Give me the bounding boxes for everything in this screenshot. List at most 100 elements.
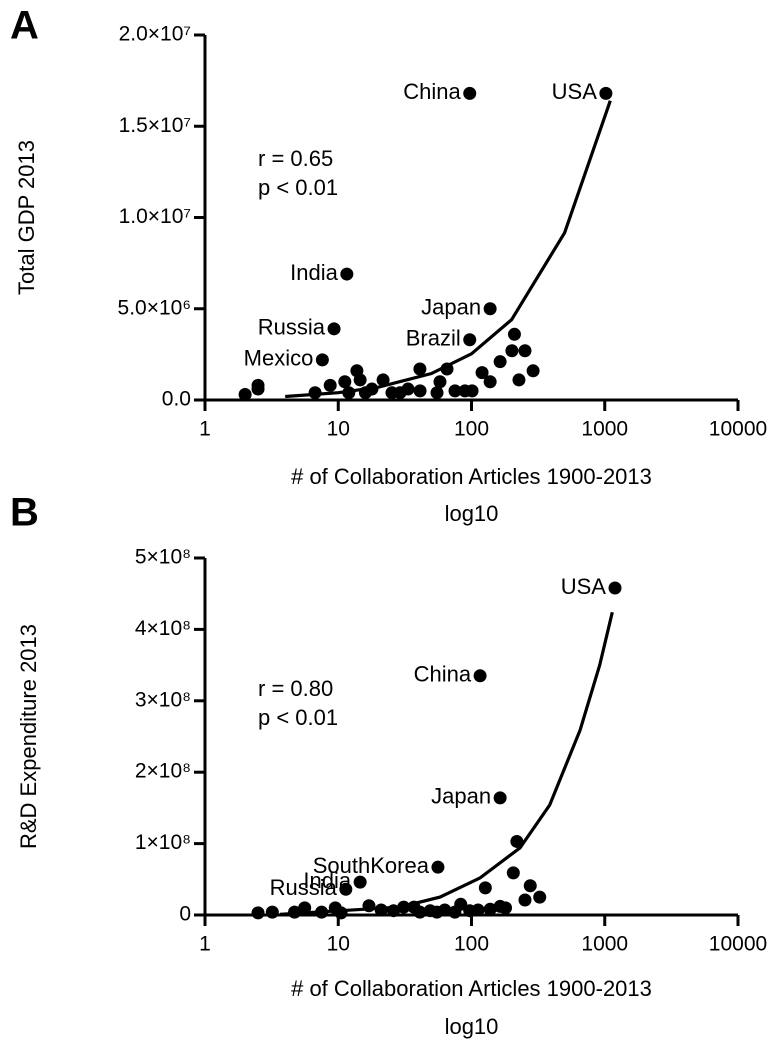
data-point [238,388,252,402]
data-point [339,882,353,896]
data-point [483,375,497,389]
data-point [507,327,521,341]
panel-label: A [10,4,39,48]
data-point [327,322,341,336]
data-point [353,875,367,889]
panel-label: B [10,491,39,535]
data-point [334,906,348,920]
data-point [433,375,447,389]
data-point [413,905,427,919]
data-point [358,386,372,400]
data-point [362,899,376,913]
point-label: Japan [421,295,481,320]
y-tick-label: 1.5×10⁷ [119,114,191,137]
x-tick-label: 1000 [581,933,628,956]
data-point [315,353,329,367]
data-point [499,901,513,915]
data-point [526,364,540,378]
x-axis-note: log10 [445,1014,499,1039]
data-point [518,344,532,358]
stat-annotation: r = 0.65 [258,146,333,171]
data-point [353,373,367,387]
stat-annotation: p < 0.01 [258,705,338,730]
point-label: Mexico [244,346,314,371]
data-point [315,905,329,919]
y-tick-label: 1.0×10⁷ [119,205,191,228]
x-tick-label: 1 [199,418,211,441]
data-point [251,906,265,920]
data-point [493,355,507,369]
x-tick-label: 10 [327,933,350,956]
data-point [448,384,462,398]
data-point [506,866,520,880]
y-tick-label: 5×10⁸ [135,546,191,569]
y-tick-label: 0.0 [162,388,191,411]
data-point [401,382,415,396]
data-point [465,384,479,398]
fit-curve [285,100,612,399]
data-point [308,386,322,400]
y-tick-label: 4×10⁸ [135,617,191,640]
data-point [478,881,492,895]
data-point [505,344,519,358]
x-tick-label: 10 [327,418,350,441]
data-point [430,386,444,400]
point-label: Brazil [406,326,461,351]
point-label: Russia [270,875,338,900]
data-point [298,901,312,915]
data-point [288,905,302,919]
data-point [251,382,265,396]
data-point [338,375,352,389]
data-point [342,386,356,400]
data-point [512,373,526,387]
data-point [608,581,622,595]
y-tick-label: 5.0×10⁶ [118,296,191,319]
point-label: Japan [431,784,491,809]
point-label: SouthKorea [313,853,430,878]
data-point [483,302,497,316]
data-point [483,902,497,916]
data-point [440,362,454,376]
data-point [599,86,613,100]
x-axis-note: log10 [445,501,499,526]
stat-annotation: r = 0.80 [258,676,333,701]
data-point [475,366,489,380]
point-label: Russia [258,315,326,340]
data-point [463,86,477,100]
data-point [323,378,337,392]
point-label: USA [561,574,607,599]
y-tick-label: 3×10⁸ [135,688,191,711]
data-point [438,903,452,917]
data-point [397,900,411,914]
data-point [533,890,547,904]
data-point [473,669,487,683]
data-point [374,903,388,917]
stat-annotation: p < 0.01 [258,175,338,200]
data-point [265,905,279,919]
point-label: India [290,260,338,285]
data-point [340,267,354,281]
data-point [387,904,401,918]
x-tick-label: 10000 [709,418,767,441]
x-tick-label: 10000 [709,933,767,956]
data-point [518,893,532,907]
point-label: USA [552,79,598,104]
y-tick-label: 2.0×10⁷ [119,23,191,46]
x-tick-label: 1 [199,933,211,956]
x-axis-label: # of Collaboration Articles 1900-2013 [291,464,652,489]
y-axis-label: Total GDP 2013 [14,140,39,295]
data-point [471,903,485,917]
point-label: China [414,662,472,687]
data-point [463,333,477,347]
y-tick-label: 0 [179,903,191,926]
data-point [454,897,468,911]
data-point [413,362,427,376]
x-tick-label: 1000 [581,418,628,441]
data-point [493,791,507,805]
y-axis-label: R&D Expenditure 2013 [16,624,41,849]
x-axis-label: # of Collaboration Articles 1900-2013 [291,976,652,1001]
data-point [431,860,445,874]
data-point [523,879,537,893]
x-tick-label: 100 [454,418,489,441]
